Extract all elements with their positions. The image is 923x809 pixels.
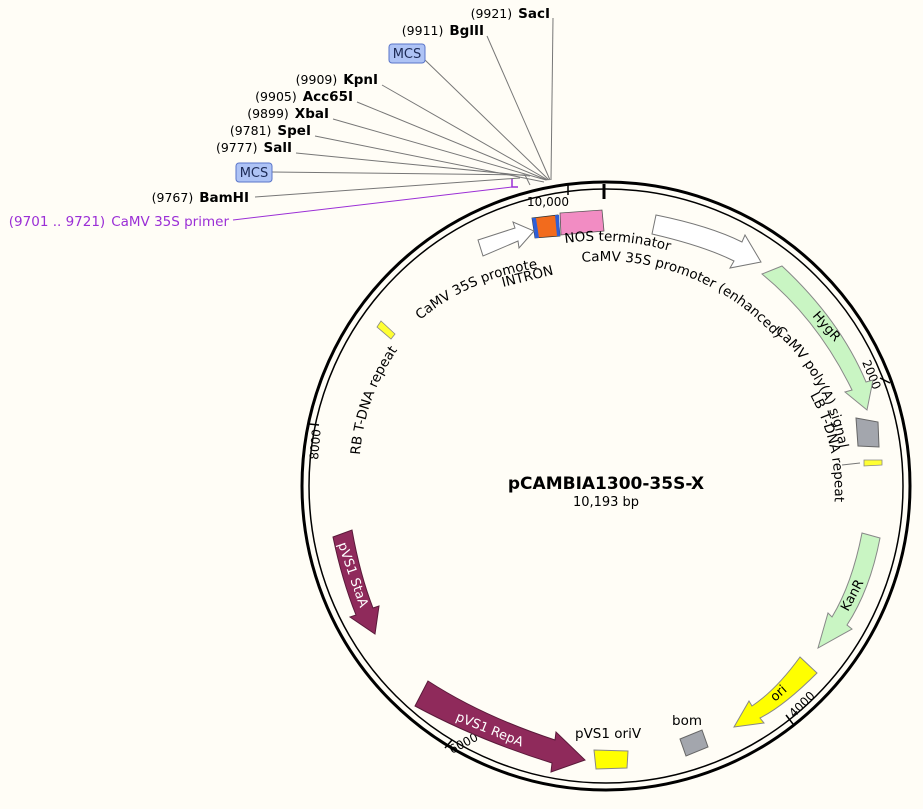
feature-nos-terminator[interactable]: [559, 209, 605, 236]
leader-mcs-bottom: [271, 171, 531, 186]
site-labels: (9921) SacI (9911) BglII MCS (9909) KpnI (9…: [152, 6, 550, 206]
plasmid-size: 10,193 bp: [573, 495, 639, 510]
mcs-badge-top[interactable]: MCS: [388, 43, 426, 64]
site-name: Acc65I: [303, 89, 353, 105]
site-pos: (9781): [230, 123, 272, 138]
site-sali[interactable]: (9777) SalI: [216, 140, 292, 156]
site-pos: (9921): [471, 6, 513, 21]
site-leaders: [254, 17, 554, 198]
site-name: SalI: [264, 140, 292, 156]
camv-polya-box[interactable]: [855, 417, 880, 448]
tick-mark-2000: [879, 377, 891, 384]
site-kpni[interactable]: (9909) KpnI: [296, 72, 378, 88]
site-pos: (9909): [296, 72, 338, 87]
mcs-badge-text: MCS: [393, 47, 422, 62]
camv35s-promoter-label: CaMV 35S promoter: [0, 0, 538, 323]
camv35s-promoter-text: CaMV 35S promoter: [0, 0, 538, 323]
lb-repeat-box[interactable]: [863, 459, 883, 467]
lb-repeat-label: LB T-DNA repeat: [806, 389, 846, 502]
leader-xbai: [332, 118, 547, 181]
feature-intron[interactable]: [531, 214, 561, 239]
bom-label: bom: [672, 713, 702, 729]
camv35s-enhanced-arrow[interactable]: [651, 214, 762, 269]
ori-arrow[interactable]: [733, 656, 818, 728]
site-acc65i[interactable]: (9905) Acc65I: [255, 89, 353, 105]
intron-left-cap: [532, 218, 539, 238]
primer-leader: [232, 186, 513, 221]
mcs-badge-box: [388, 43, 426, 64]
kanr-arrow[interactable]: [817, 532, 881, 650]
site-spei[interactable]: (9781) SpeI: [230, 123, 311, 139]
site-name: BamHI: [199, 190, 249, 206]
mcs-badge-bottom[interactable]: MCS: [235, 162, 273, 183]
leader-sali: [295, 152, 531, 177]
pvs1-oriv-label: pVS1 oriV: [575, 726, 642, 742]
site-name: KpnI: [343, 72, 378, 88]
leader-kpni: [381, 84, 549, 181]
site-name: SacI: [518, 6, 550, 22]
site-name: BglII: [449, 23, 484, 39]
primer-range: (9701 .. 9721): [9, 214, 105, 230]
leader-acc65i: [356, 101, 548, 181]
primer-arrow-icon: [511, 179, 518, 188]
leader-bamhi: [254, 177, 521, 198]
backbone-inner: [308, 188, 904, 784]
site-pos: (9899): [247, 106, 289, 121]
mcs-badge-text: MCS: [240, 166, 269, 181]
plasmid-title: pCAMBIA1300-35S-X: [508, 474, 704, 494]
pvs1-staa-arrow[interactable]: [332, 529, 380, 635]
tick-mark-6000: [444, 739, 453, 749]
lb-leader: [841, 462, 861, 466]
site-bglii[interactable]: (9911) BglII: [402, 23, 484, 39]
tick-label-8000: 8000: [307, 429, 324, 461]
site-xbai[interactable]: (9899) XbaI: [247, 106, 329, 122]
site-bamhi[interactable]: (9767) BamHI: [152, 190, 249, 206]
primer-label: (9701 .. 9721) CaMV 35S primer: [9, 214, 230, 230]
site-pos: (9767): [152, 190, 194, 205]
site-pos: (9911): [402, 23, 444, 38]
tick-label-10000: 10,000: [527, 195, 569, 209]
primer-camv35s[interactable]: (9701 .. 9721) CaMV 35S primer: [9, 179, 518, 230]
rb-repeat-label: RB T-DNA repeat: [348, 343, 401, 455]
site-pos: (9777): [216, 140, 258, 155]
primer-name: CaMV 35S primer: [111, 214, 229, 230]
rb-repeat-box[interactable]: [376, 320, 396, 340]
intron-right-cap: [555, 215, 560, 236]
tick-mark-8000: [308, 423, 320, 426]
site-saci[interactable]: (9921) SacI: [471, 6, 550, 22]
pvs1-repa-arrow[interactable]: [414, 680, 586, 773]
hygr-arrow[interactable]: [761, 265, 874, 411]
leader-mcs-top: [424, 59, 550, 181]
mcs-badge-box: [235, 162, 273, 183]
site-pos: (9905): [255, 89, 297, 104]
site-name: SpeI: [277, 123, 311, 139]
leader-saci: [550, 17, 554, 181]
backbone-outer: [300, 180, 912, 792]
lb-repeat-text: LB T-DNA repeat: [806, 389, 846, 502]
camv35s-promoter-arrow[interactable]: [477, 221, 535, 257]
leader-bglii: [486, 35, 551, 181]
nos-shape: [559, 209, 605, 236]
bom-box[interactable]: [679, 729, 709, 757]
pvs1-oriv-box[interactable]: [593, 749, 629, 770]
tick-mark-4000: [785, 714, 794, 725]
site-name: XbaI: [295, 106, 329, 122]
rb-repeat-text: RB T-DNA repeat: [348, 343, 401, 455]
